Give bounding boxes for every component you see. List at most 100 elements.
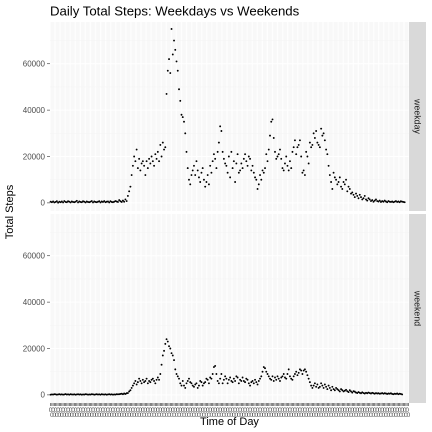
x-tick-label: 0 <box>192 412 196 419</box>
x-tick-label: 0 <box>352 412 356 419</box>
data-point <box>292 375 295 378</box>
x-tick-label: 0 <box>345 407 349 414</box>
x-tick-label: 0 <box>111 407 115 414</box>
data-point <box>120 201 123 203</box>
x-tick-label: 0 <box>149 407 153 414</box>
data-point <box>170 28 173 30</box>
x-tick-label: 0 <box>87 412 91 419</box>
x-tick-label: 0 <box>302 412 306 419</box>
x-tick-label: 0 <box>314 412 318 419</box>
data-point <box>232 377 235 380</box>
data-point <box>281 167 284 170</box>
data-point <box>323 139 326 142</box>
data-point <box>282 169 285 172</box>
data-point <box>337 389 340 392</box>
data-point <box>225 377 228 380</box>
data-point <box>301 171 304 174</box>
data-point <box>279 148 281 151</box>
x-tick-label: 0 <box>339 412 343 419</box>
data-point <box>291 150 294 153</box>
data-point <box>134 160 137 163</box>
x-tick-label: 0 <box>170 412 174 419</box>
data-point <box>226 382 229 385</box>
data-point <box>201 384 204 387</box>
data-point <box>375 198 377 201</box>
data-point <box>293 139 296 142</box>
data-point <box>240 162 243 165</box>
data-point <box>139 169 142 172</box>
x-tick-label: 0 <box>51 407 55 414</box>
x-tick-label: 0 <box>135 412 139 419</box>
x-tick-label: 0 <box>262 412 266 419</box>
x-tick-label: 0 <box>80 412 84 419</box>
data-point <box>163 349 166 352</box>
x-tick-label: 0 <box>362 412 366 419</box>
x-tick-label: 0 <box>146 407 150 414</box>
x-tick-label: 0 <box>107 412 111 419</box>
x-tick-label: 0 <box>140 412 144 419</box>
data-point <box>231 381 234 384</box>
x-tick-label: 0 <box>388 407 392 414</box>
data-point <box>327 164 330 167</box>
data-point <box>217 141 220 144</box>
data-point <box>199 380 202 382</box>
x-tick-label: 0 <box>377 412 381 419</box>
x-tick-label: 0 <box>188 407 192 414</box>
x-tick-label: 0 <box>205 412 209 419</box>
data-point <box>126 194 129 197</box>
data-point <box>207 183 210 186</box>
data-point <box>108 201 111 204</box>
x-tick-label: 0 <box>336 407 340 414</box>
data-point <box>212 153 215 156</box>
data-point <box>173 39 175 42</box>
data-point <box>259 377 261 380</box>
x-tick-label: 0 <box>319 412 323 419</box>
data-point <box>256 383 259 386</box>
x-tick-label: 0 <box>323 407 327 414</box>
data-point <box>255 381 258 384</box>
x-tick-label: 0 <box>395 407 399 414</box>
x-tick-label: 0 <box>223 407 227 414</box>
data-point <box>139 380 142 382</box>
data-point <box>215 373 218 375</box>
x-tick-label: 0 <box>181 407 185 414</box>
x-tick-label: 0 <box>225 412 229 419</box>
data-point <box>347 391 350 394</box>
data-point <box>219 125 222 128</box>
data-point <box>234 181 237 183</box>
y-axis-title: Total Steps <box>4 184 16 239</box>
x-tick-label: 0 <box>58 412 62 419</box>
data-point <box>164 146 167 149</box>
data-point <box>287 368 290 371</box>
data-point <box>350 390 352 393</box>
data-point <box>266 160 269 163</box>
data-point <box>265 370 268 373</box>
data-point <box>165 92 168 95</box>
data-point <box>244 381 247 384</box>
data-point <box>327 384 330 387</box>
data-point <box>188 178 190 181</box>
data-point <box>180 113 183 116</box>
x-tick-label: 0 <box>383 407 387 414</box>
data-point <box>185 150 188 153</box>
x-tick-label: 0 <box>309 412 313 419</box>
data-point <box>222 157 225 160</box>
x-tick-label: 0 <box>183 407 187 414</box>
data-point <box>358 193 361 196</box>
data-point <box>123 200 126 203</box>
data-point <box>340 185 343 188</box>
x-tick-label: 0 <box>187 412 191 419</box>
x-tick-label: 0 <box>349 412 353 419</box>
x-tick-label: 0 <box>218 407 222 414</box>
data-point <box>361 198 364 201</box>
x-tick-label: 0 <box>112 412 116 419</box>
x-axis-title: Time of Day <box>200 416 259 428</box>
data-point <box>302 369 305 372</box>
data-point <box>159 373 162 375</box>
x-tick-label: 0 <box>331 407 335 414</box>
data-point <box>260 375 263 378</box>
data-point <box>189 381 192 384</box>
x-tick-label: 0 <box>59 407 63 414</box>
x-tick-label: 0 <box>142 412 146 419</box>
data-point <box>290 167 293 170</box>
